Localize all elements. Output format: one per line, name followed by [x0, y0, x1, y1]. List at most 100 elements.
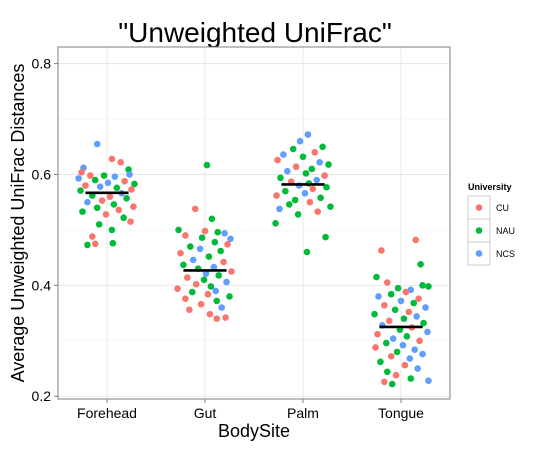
data-point-nau	[322, 233, 329, 241]
data-point-ncs	[221, 229, 228, 237]
data-point-nau	[125, 166, 132, 173]
data-point-nau	[198, 234, 206, 241]
data-point-nau	[93, 204, 101, 212]
data-point-ncs	[399, 341, 407, 349]
data-point-nau	[291, 196, 299, 204]
data-point-nau	[282, 187, 289, 195]
data-point-ncs	[397, 297, 405, 305]
data-point-ncs	[189, 256, 197, 264]
data-point-ncs	[304, 131, 312, 138]
data-point-nau	[289, 145, 297, 153]
legend-key-ncs	[475, 250, 483, 257]
data-point-nau	[100, 172, 108, 179]
data-point-ncs	[422, 304, 429, 311]
data-point-cu	[117, 159, 125, 166]
data-point-cu	[402, 288, 410, 296]
data-point-nau	[213, 297, 221, 305]
data-point-cu	[387, 353, 395, 360]
data-point-nau	[91, 176, 99, 184]
data-point-cu	[184, 274, 191, 281]
data-point-nau	[180, 261, 187, 269]
data-point-nau	[123, 195, 130, 202]
legend-label-nau: NAU	[496, 226, 515, 236]
data-point-ncs	[104, 179, 112, 187]
data-point-cu	[224, 241, 231, 248]
data-point-nau	[285, 201, 293, 208]
x-tick-label: Tongue	[378, 405, 424, 421]
data-point-cu	[415, 295, 422, 302]
data-point-ncs	[389, 335, 397, 342]
data-point-nau	[373, 273, 380, 281]
data-point-cu	[309, 185, 317, 193]
data-point-nau	[187, 243, 194, 250]
data-point-cu	[222, 314, 229, 321]
data-point-cu	[91, 240, 99, 248]
data-point-nau	[383, 368, 391, 376]
legend: University CU NAU NCS	[467, 182, 515, 266]
data-point-nau	[207, 283, 215, 290]
data-point-nau	[217, 247, 224, 255]
data-point-cu	[206, 310, 214, 318]
legend-key-cu	[475, 204, 483, 211]
data-point-ncs	[126, 171, 133, 178]
data-point-cu	[108, 155, 116, 163]
data-point-nau	[277, 174, 284, 182]
legend-key-nau	[475, 227, 483, 234]
data-point-cu	[128, 186, 135, 193]
data-point-ncs	[196, 245, 204, 253]
data-point-ncs	[210, 263, 218, 271]
data-point-nau	[308, 165, 316, 173]
data-point-nau	[377, 358, 384, 366]
data-point-cu	[201, 227, 209, 235]
data-point-nau	[208, 215, 216, 223]
data-point-ncs	[301, 190, 309, 197]
data-point-nau	[131, 180, 138, 188]
data-point-nau	[420, 319, 427, 327]
plot-panel	[57, 46, 451, 400]
major-gridlines	[58, 47, 450, 399]
data-point-ncs	[296, 137, 304, 145]
data-point-ncs	[284, 167, 291, 175]
data-point-cu	[191, 205, 199, 213]
data-point-nau	[113, 184, 121, 192]
data-point-nau	[294, 211, 302, 218]
data-point-nau	[299, 153, 307, 161]
data-point-cu	[405, 308, 413, 316]
data-point-nau	[319, 143, 326, 151]
data-point-cu	[381, 302, 388, 309]
legend-title: University	[468, 182, 512, 192]
data-point-cu	[102, 211, 110, 218]
legend-items: CU NAU NCS	[467, 195, 515, 266]
chart-title: "Unweighted UniFrac"	[118, 17, 392, 48]
data-point-nau	[394, 284, 402, 292]
data-point-cu	[87, 172, 94, 179]
data-point-ncs	[212, 287, 220, 295]
data-point-nau	[391, 306, 399, 314]
data-point-cu	[416, 337, 423, 345]
data-point-nau	[425, 283, 432, 290]
data-point-cu	[381, 378, 388, 386]
data-point-cu	[204, 290, 212, 298]
data-point-cu	[314, 208, 322, 215]
y-tick-label: 0.8	[32, 56, 52, 72]
data-point-cu	[197, 300, 205, 308]
data-point-ncs	[375, 293, 382, 300]
data-point-nau	[77, 187, 84, 194]
data-point-nau	[84, 241, 91, 249]
data-point-ncs	[413, 313, 420, 320]
data-point-cu	[115, 206, 123, 214]
data-point-nau	[215, 272, 223, 279]
data-point-cu	[385, 317, 393, 325]
data-point-cu	[182, 295, 189, 302]
data-point-ncs	[411, 346, 419, 353]
data-point-ncs	[227, 235, 234, 243]
data-point-cu	[192, 280, 200, 288]
data-point-cu	[306, 198, 314, 206]
data-point-cu	[383, 279, 391, 286]
data-point-cu	[292, 163, 300, 171]
data-point-cu	[130, 203, 137, 210]
data-point-cu	[213, 315, 221, 322]
data-point-cu	[220, 258, 227, 266]
data-point-ncs	[419, 350, 426, 358]
